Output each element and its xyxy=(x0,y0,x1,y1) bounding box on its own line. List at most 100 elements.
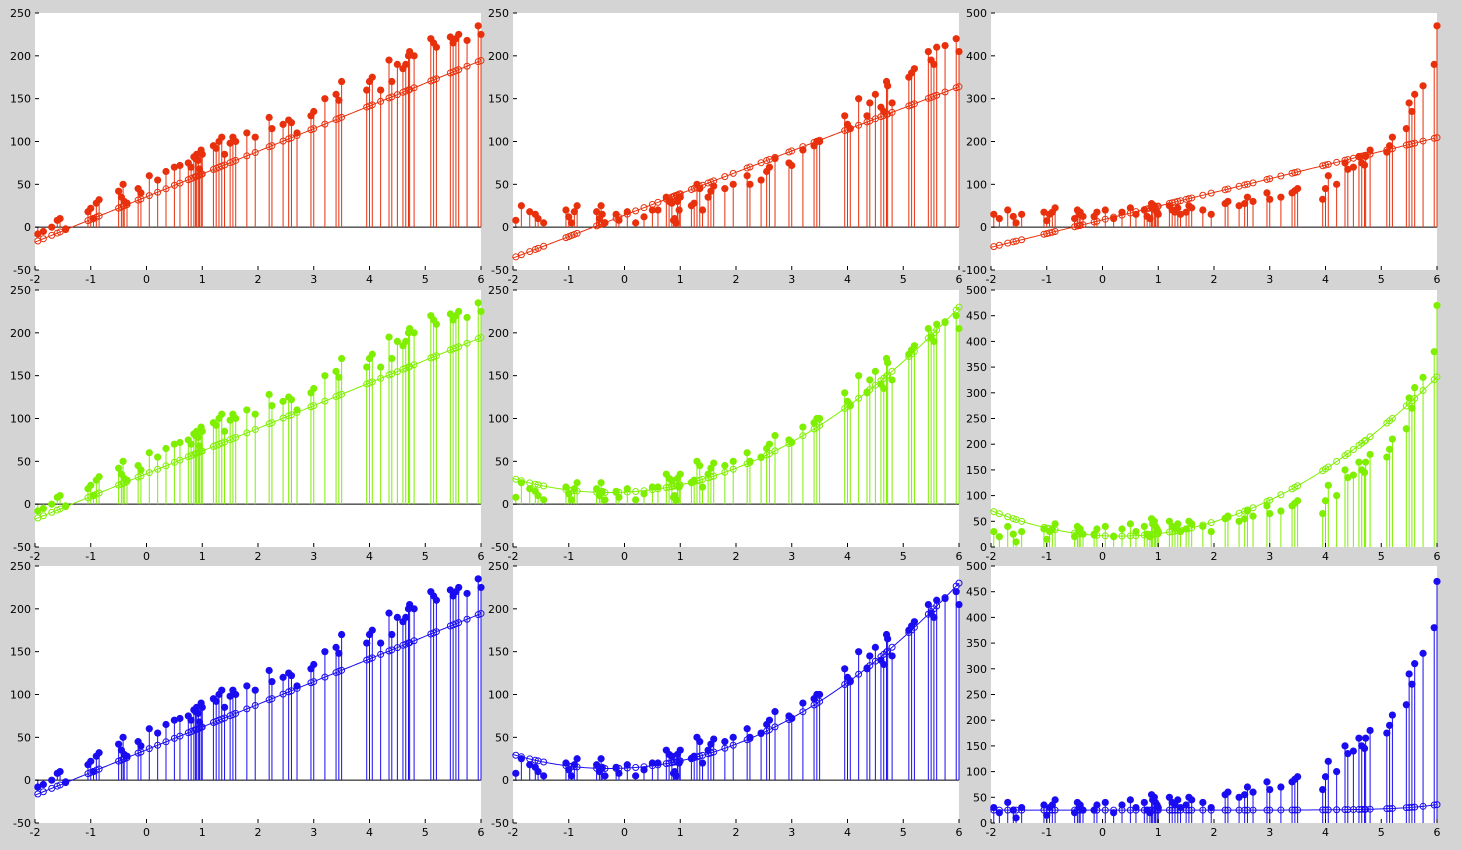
y-tick-label: 500 xyxy=(966,7,987,20)
observed-point xyxy=(676,746,684,754)
fitted-point xyxy=(540,758,548,766)
observed-point xyxy=(368,626,376,634)
observed-point xyxy=(1093,525,1101,533)
observed-point xyxy=(765,716,774,724)
observed-point xyxy=(56,215,64,223)
observed-point xyxy=(226,692,234,700)
fitted-point xyxy=(1101,532,1109,540)
y-tick-label: 450 xyxy=(966,310,987,323)
observed-point xyxy=(170,716,178,724)
fitted-point xyxy=(176,732,184,740)
observed-point xyxy=(710,459,718,467)
fitted-point xyxy=(1241,181,1249,189)
y-tick-label: 150 xyxy=(966,464,987,477)
observed-point xyxy=(1224,512,1232,520)
fitted-point xyxy=(955,83,963,91)
observed-point xyxy=(884,82,892,90)
observed-point xyxy=(95,749,103,757)
y-tick-label: 100 xyxy=(966,490,987,503)
x-tick-label: 0 xyxy=(1099,273,1106,286)
observed-point xyxy=(1207,527,1215,536)
observed-point xyxy=(293,406,301,414)
fitted-point xyxy=(1079,221,1087,229)
plot-panel-r3c2: -2 -1 0 1 2 3 4 5 6 -50 0 50 100 150 200 250 xyxy=(488,560,963,839)
fitted-point xyxy=(268,695,276,703)
observed-point xyxy=(1402,701,1410,709)
y-tick-label: 0 xyxy=(502,498,509,511)
observed-point xyxy=(1009,806,1017,814)
fitted-point xyxy=(1333,158,1341,166)
x-tick-label: -1 xyxy=(85,273,96,286)
plot-svg-r2c1: -2 -1 0 1 2 3 4 5 6 -50 0 50 100 150 200 250 xyxy=(10,284,485,563)
observed-point xyxy=(888,652,896,660)
observed-point xyxy=(48,500,56,508)
observed-point xyxy=(1004,522,1012,531)
fitted-point xyxy=(406,86,414,94)
fitted-point xyxy=(1362,436,1370,444)
y-tick-label: 300 xyxy=(966,663,987,676)
observed-point xyxy=(990,803,998,812)
fitted-point xyxy=(1294,482,1302,490)
observed-point xyxy=(193,427,201,435)
observed-point xyxy=(1402,425,1410,433)
x-tick-label: 4 xyxy=(366,826,373,839)
observed-point xyxy=(251,686,259,694)
fitted-point xyxy=(632,487,640,495)
observed-point xyxy=(477,583,485,592)
fitted-point xyxy=(1249,179,1257,187)
observed-point xyxy=(1405,670,1413,678)
observed-point xyxy=(888,99,896,107)
observed-point xyxy=(154,176,162,184)
x-tick-label: 6 xyxy=(1434,826,1441,839)
x-tick-label: 3 xyxy=(1266,826,1273,839)
observed-point xyxy=(1324,481,1332,489)
observed-point xyxy=(218,410,226,418)
y-tick-label: 200 xyxy=(966,714,987,727)
observed-point xyxy=(1101,206,1109,214)
fitted-point xyxy=(1388,414,1396,422)
observed-point xyxy=(612,487,620,495)
observed-point xyxy=(1040,208,1048,216)
observed-point xyxy=(648,759,656,767)
fitted-point xyxy=(406,639,414,647)
observed-point xyxy=(1241,791,1249,799)
observed-point xyxy=(573,202,581,210)
fitted-point xyxy=(251,425,259,433)
observed-point xyxy=(119,180,127,188)
observed-point xyxy=(765,440,774,448)
fitted-point xyxy=(1018,517,1026,525)
fitted-point xyxy=(1051,228,1059,236)
observed-point xyxy=(648,206,656,214)
fitted-point xyxy=(321,673,329,681)
observed-point xyxy=(446,33,454,41)
fitted-point xyxy=(729,741,737,749)
observed-point xyxy=(34,230,42,238)
observed-point xyxy=(1199,798,1207,807)
observed-point xyxy=(187,716,195,724)
y-tick-label: 100 xyxy=(966,766,987,779)
fitted-point xyxy=(145,469,153,477)
observed-point xyxy=(232,137,240,146)
y-tick-label: 0 xyxy=(502,221,509,234)
fitted-point xyxy=(531,756,539,764)
y-tick-label: -50 xyxy=(491,541,509,554)
fitted-point xyxy=(1291,169,1299,177)
observed-point xyxy=(218,133,226,141)
plot-svg-r2c2: -2 -1 0 1 2 3 4 5 6 -50 0 50 100 150 200 250 xyxy=(488,284,963,563)
fitted-point xyxy=(406,363,414,371)
plot-svg-r3c3: -2 -1 0 1 2 3 4 5 6 0 50 100 150 200 250 300 350 400 450 50… xyxy=(966,560,1441,839)
y-tick-label: 300 xyxy=(966,93,987,106)
observed-point xyxy=(1243,783,1252,791)
observed-point xyxy=(565,213,573,221)
x-tick-label: 4 xyxy=(366,550,373,563)
observed-point xyxy=(1321,497,1330,505)
observed-point xyxy=(332,367,340,375)
fitted-point xyxy=(1294,806,1302,814)
fitted-point xyxy=(251,148,259,156)
y-tick-label: -50 xyxy=(491,817,509,830)
fitted-point xyxy=(232,433,240,441)
observed-point xyxy=(176,161,184,170)
observed-point xyxy=(1043,811,1051,819)
observed-point xyxy=(1146,809,1154,817)
observed-point xyxy=(1433,22,1441,30)
